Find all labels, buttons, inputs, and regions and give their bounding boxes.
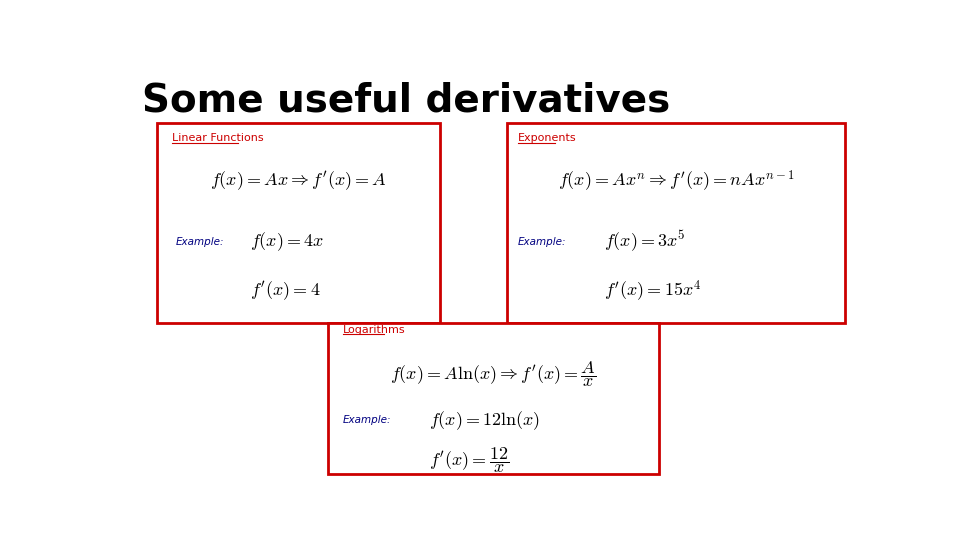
Text: Logarithms: Logarithms xyxy=(344,325,406,335)
Text: $f'(x)= \dfrac{12}{x}$: $f'(x)= \dfrac{12}{x}$ xyxy=(429,446,509,475)
Text: $f(x) = A\ln(x) \Rightarrow f'(x) = \dfrac{A}{x}$: $f(x) = A\ln(x) \Rightarrow f'(x) = \dfr… xyxy=(391,360,597,389)
Text: $f(x) = Ax \Rightarrow f'(x) = A$: $f(x) = Ax \Rightarrow f'(x) = A$ xyxy=(210,170,387,193)
Text: $f'(x)= 4$: $f'(x)= 4$ xyxy=(251,280,321,303)
Text: Example:: Example: xyxy=(344,415,392,426)
FancyBboxPatch shape xyxy=(328,322,660,474)
Text: $f(x) = Ax^n \Rightarrow f'(x) = nAx^{n-1}$: $f(x) = Ax^n \Rightarrow f'(x) = nAx^{n-… xyxy=(558,168,795,194)
FancyBboxPatch shape xyxy=(507,123,846,322)
FancyBboxPatch shape xyxy=(157,123,440,322)
Text: Some useful derivatives: Some useful derivatives xyxy=(142,82,671,119)
Text: Linear Functions: Linear Functions xyxy=(172,133,264,144)
Text: $f'(x)= 15x^4$: $f'(x)= 15x^4$ xyxy=(604,279,701,304)
Text: $f(x) = 4x$: $f(x) = 4x$ xyxy=(251,230,324,253)
Text: Example:: Example: xyxy=(176,237,225,247)
Text: Exponents: Exponents xyxy=(518,133,577,144)
Text: $f(x) = 3x^5$: $f(x) = 3x^5$ xyxy=(604,229,685,254)
Text: Example:: Example: xyxy=(518,237,566,247)
Text: $f(x) = 12\ln(x)$: $f(x) = 12\ln(x)$ xyxy=(429,409,540,431)
